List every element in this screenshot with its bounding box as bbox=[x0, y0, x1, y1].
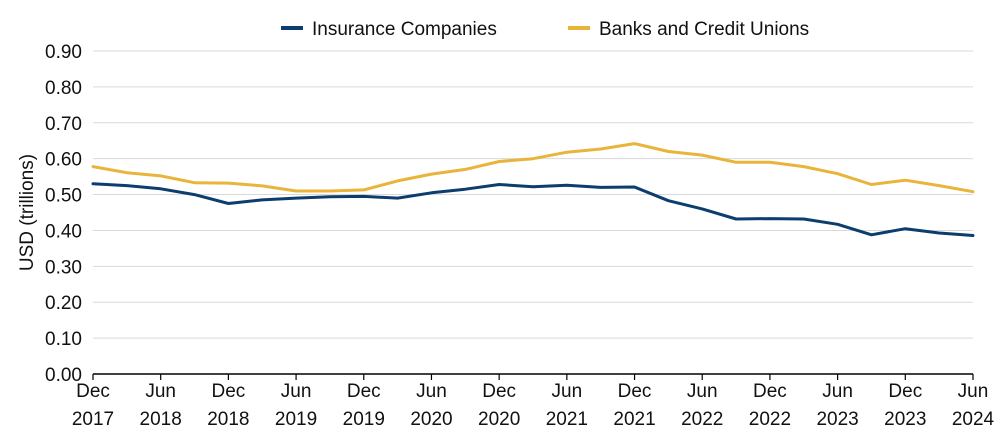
y-tick-label: 0.90 bbox=[45, 42, 82, 63]
y-tick-label: 0.10 bbox=[45, 329, 82, 350]
x-tick-label-month: Jun bbox=[958, 381, 989, 402]
y-tick-label: 0.00 bbox=[45, 365, 82, 386]
x-tick-label-month: Dec bbox=[76, 381, 110, 402]
x-tick-label-year: 2017 bbox=[72, 409, 114, 430]
x-tick-label-month: Jun bbox=[822, 381, 853, 402]
x-tick-label-month: Jun bbox=[687, 381, 718, 402]
x-axis: Dec 2017 Jun 2018 Dec 2018 Jun 2019 Dec 2019 Jun 20… bbox=[72, 373, 995, 430]
x-tick-label-year: 2019 bbox=[275, 409, 317, 430]
y-tick-label: 0.40 bbox=[45, 221, 82, 242]
x-tick-label-year: 2018 bbox=[140, 409, 182, 430]
y-tick-label: 0.30 bbox=[45, 257, 82, 278]
legend-label-banks-and-credit-unions: Banks and Credit Unions bbox=[599, 19, 809, 40]
gridlines bbox=[93, 50, 973, 339]
y-tick-label: 0.50 bbox=[45, 186, 82, 207]
series-line-insurance-companies bbox=[91, 182, 975, 237]
y-tick-label: 0.80 bbox=[45, 78, 82, 99]
x-tick-label-year: 2023 bbox=[816, 409, 858, 430]
y-axis-ticks: 0.00 0.10 0.20 0.30 0.40 0.50 0.60 0.70 0.80 0.90 bbox=[45, 42, 82, 386]
y-axis-title: USD (trillions) bbox=[17, 154, 38, 271]
x-tick-label-month: Dec bbox=[618, 381, 652, 402]
x-tick-label-year: 2019 bbox=[343, 409, 385, 430]
series-line-banks-and-credit-unions bbox=[91, 142, 975, 194]
legend: Insurance Companies Banks and Credit Unio… bbox=[281, 19, 809, 40]
x-tick-label-year: 2022 bbox=[749, 409, 791, 430]
x-tick-label-year: 2020 bbox=[478, 409, 520, 430]
x-tick-label-year: 2021 bbox=[613, 409, 655, 430]
x-tick-label-month: Dec bbox=[211, 381, 245, 402]
x-tick-label-year: 2020 bbox=[410, 409, 452, 430]
legend-label-insurance-companies: Insurance Companies bbox=[312, 19, 497, 40]
x-tick-label-year: 2023 bbox=[884, 409, 926, 430]
x-tick-label-month: Jun bbox=[281, 381, 312, 402]
x-tick-label-month: Jun bbox=[416, 381, 447, 402]
x-tick-label-month: Jun bbox=[145, 381, 176, 402]
y-tick-label: 0.60 bbox=[45, 150, 82, 171]
x-tick-label-year: 2022 bbox=[681, 409, 723, 430]
x-tick-label-month: Dec bbox=[347, 381, 381, 402]
x-tick-label-year: 2021 bbox=[546, 409, 588, 430]
x-tick-label-month: Dec bbox=[888, 381, 922, 402]
x-tick-label-year: 2018 bbox=[207, 409, 249, 430]
series-lines bbox=[91, 142, 975, 237]
x-tick-label-month: Dec bbox=[753, 381, 787, 402]
x-tick-label-month: Jun bbox=[552, 381, 583, 402]
y-tick-label: 0.70 bbox=[45, 114, 82, 135]
y-tick-label: 0.20 bbox=[45, 293, 82, 314]
x-tick-label-month: Dec bbox=[482, 381, 516, 402]
x-tick-label-year: 2024 bbox=[952, 409, 995, 430]
